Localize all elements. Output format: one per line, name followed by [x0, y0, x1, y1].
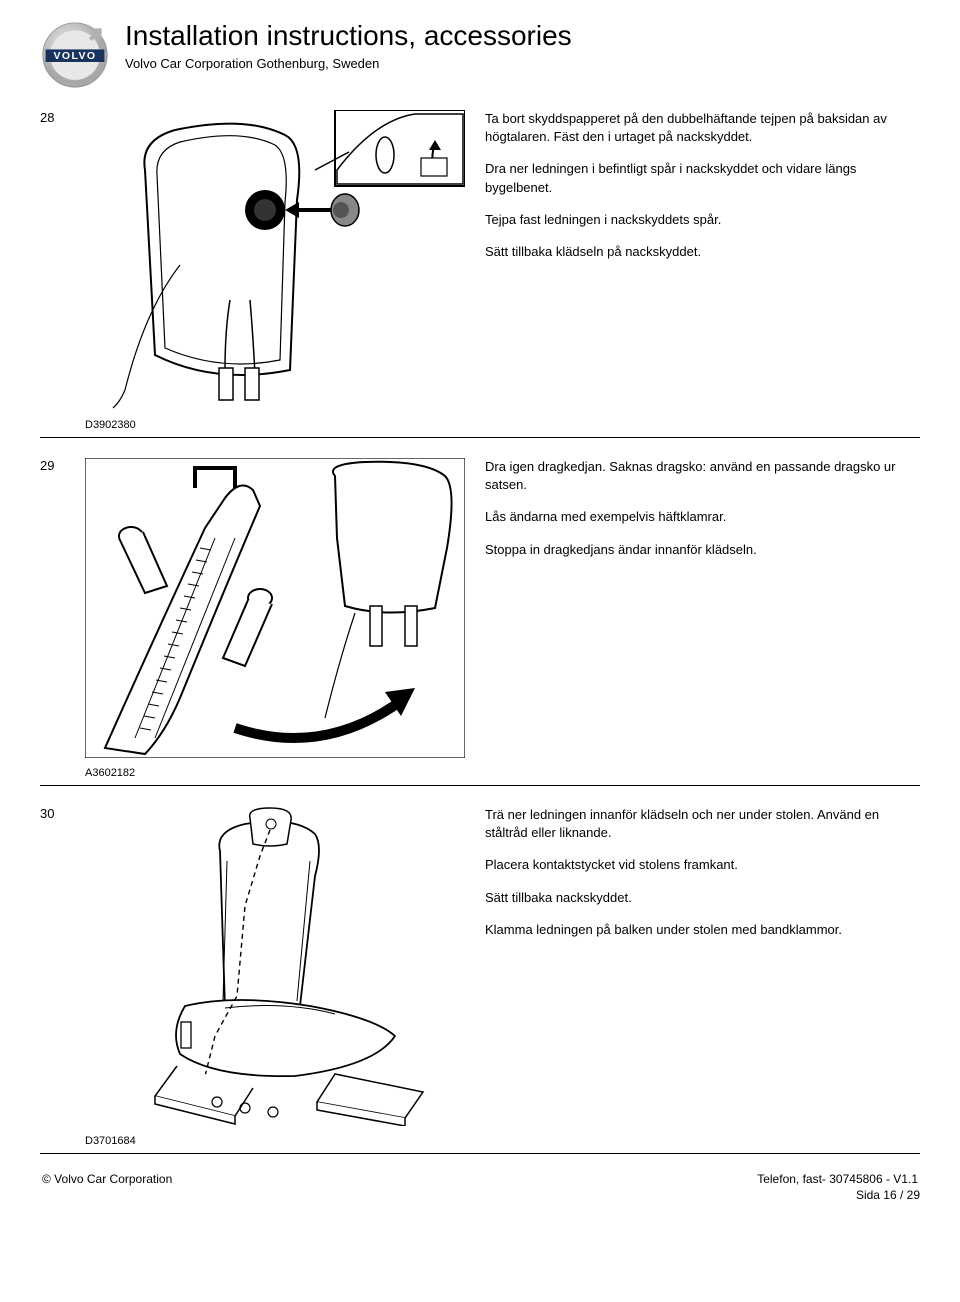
step-29: 29 — [40, 458, 920, 763]
instruction-text: Placera kontaktstycket vid stolens framk… — [485, 856, 920, 874]
step-illustration — [85, 806, 465, 1131]
instruction-text: Dra ner ledningen i befintligt spår i na… — [485, 160, 920, 196]
instruction-text: Sätt tillbaka klädseln på nackskyddet. — [485, 243, 920, 261]
footer-copyright: © Volvo Car Corporation — [42, 1172, 172, 1186]
divider — [40, 785, 920, 786]
instruction-text: Trä ner ledningen innanför klädseln och … — [485, 806, 920, 842]
instruction-text: Klamma ledningen på balken under stolen … — [485, 921, 920, 939]
image-reference: D3902380 — [85, 419, 920, 431]
document-header: VOLVO Installation instructions, accesso… — [40, 20, 920, 90]
step-text: Ta bort skyddspapperet på den dubbelhäft… — [485, 110, 920, 275]
image-reference: A3602182 — [85, 767, 920, 779]
image-reference: D3701684 — [85, 1135, 920, 1147]
step-text: Trä ner ledningen innanför klädseln och … — [485, 806, 920, 953]
page-title: Installation instructions, accessories — [125, 20, 920, 52]
step-illustration — [85, 458, 465, 763]
instruction-text: Dra igen dragkedjan. Saknas dragsko: anv… — [485, 458, 920, 494]
volvo-logo: VOLVO — [40, 20, 110, 90]
step-28: 28 — [40, 110, 920, 415]
page-footer: © Volvo Car Corporation Telefon, fast- 3… — [40, 1172, 920, 1186]
step-illustration — [85, 110, 465, 415]
page-subtitle: Volvo Car Corporation Gothenburg, Sweden — [125, 56, 920, 71]
instruction-text: Lås ändarna med exempelvis häftklamrar. — [485, 508, 920, 526]
step-30: 30 — [40, 806, 920, 1131]
svg-text:VOLVO: VOLVO — [54, 50, 97, 62]
page-number: Sida 16 / 29 — [40, 1188, 920, 1202]
step-number: 29 — [40, 458, 65, 473]
step-number: 30 — [40, 806, 65, 821]
footer-doc-info: Telefon, fast- 30745806 - V1.1 — [757, 1172, 918, 1186]
step-number: 28 — [40, 110, 65, 125]
instruction-text: Stoppa in dragkedjans ändar innanför klä… — [485, 541, 920, 559]
divider — [40, 1153, 920, 1154]
step-text: Dra igen dragkedjan. Saknas dragsko: anv… — [485, 458, 920, 573]
instruction-text: Tejpa fast ledningen i nackskyddets spår… — [485, 211, 920, 229]
instruction-text: Sätt tillbaka nackskyddet. — [485, 889, 920, 907]
instruction-text: Ta bort skyddspapperet på den dubbelhäft… — [485, 110, 920, 146]
divider — [40, 437, 920, 438]
